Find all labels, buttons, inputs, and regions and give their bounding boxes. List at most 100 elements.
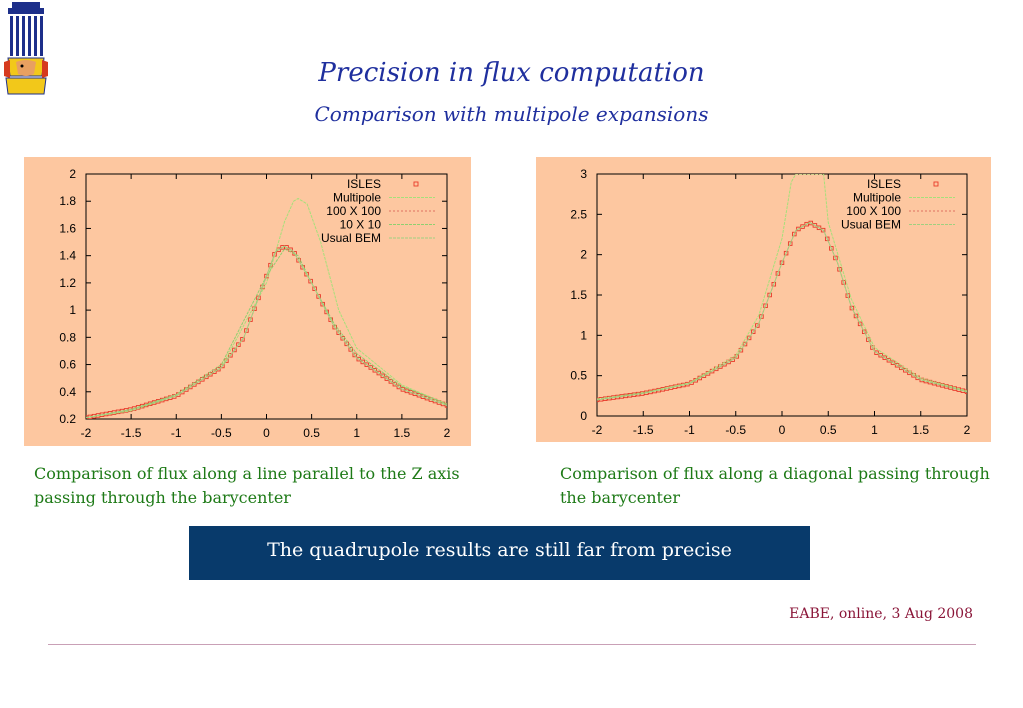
isles-point: [236, 342, 241, 347]
legend-label: 100 X 100: [326, 204, 381, 218]
isles-point: [296, 258, 301, 263]
isles-point: [742, 341, 748, 347]
chart-panel-right: -2 -1.5 -1 -0.5 0 0.5 1 1.5 2 0 0.5 1 1.5 2 2.5 3 ISLES M…: [536, 157, 991, 442]
y-tick-label: 1.5: [570, 288, 587, 302]
isles-point: [874, 350, 879, 355]
isles-point: [783, 250, 789, 256]
y-tick-label: 1: [580, 328, 587, 342]
series-line-100-x-100: [86, 245, 447, 419]
x-tick-label: 2: [444, 426, 451, 440]
isles-point: [372, 368, 378, 373]
footer-text: EABE, online, 3 Aug 2008: [789, 606, 973, 622]
slide-subtitle: Comparison with multipole expansions: [314, 102, 709, 126]
x-tick-label: -1.5: [121, 426, 142, 440]
isles-point: [216, 366, 221, 372]
y-tick-label: 1.4: [59, 249, 76, 263]
isles-point: [750, 329, 756, 334]
plot-frame: [596, 173, 968, 417]
x-tick-label: 1.5: [394, 426, 411, 440]
isles-point: [853, 313, 859, 319]
legend-label: ISLES: [347, 177, 381, 191]
x-tick-label: -1: [684, 423, 695, 437]
y-tick-label: 0.4: [59, 385, 76, 399]
isles-point: [308, 278, 313, 284]
isles-point: [882, 355, 888, 360]
y-tick-label: 1: [69, 303, 76, 317]
x-tick-label: -0.5: [211, 426, 232, 440]
isles-point: [833, 255, 838, 261]
y-tick-label: 1.6: [59, 221, 76, 235]
series-line-usual-bem: [597, 221, 967, 401]
chart-panel-left: -2 -1.5 -1 -0.5 0 0.5 1 1.5 2 0.2 0.4 0.6 0.8 1 1.2 1.4…: [24, 157, 471, 446]
isles-point: [894, 363, 900, 368]
isles-point: [693, 378, 698, 383]
x-tick-label: 2: [964, 423, 971, 437]
isles-point: [726, 359, 731, 365]
legend-label: 100 X 100: [846, 204, 901, 218]
legend-label: Multipole: [333, 191, 381, 205]
isles-point: [771, 281, 777, 287]
isles-point: [903, 368, 908, 373]
x-tick-label: 0: [779, 423, 786, 437]
flux-diagonal-chart: -2 -1.5 -1 -0.5 0 0.5 1 1.5 2 0 0.5 1 1.5 2 2.5 3 ISLESM…: [570, 167, 971, 437]
y-tick-label: 0.6: [59, 358, 76, 372]
isles-point: [866, 337, 871, 342]
isles-point: [364, 362, 370, 367]
isles-point: [812, 223, 818, 228]
isles-point: [890, 360, 896, 366]
isles-point: [212, 369, 217, 374]
series-line-multipole: [597, 174, 967, 400]
isles-point: [444, 403, 447, 408]
y-tick-label: 0.5: [570, 369, 587, 383]
isles-point: [837, 267, 842, 272]
isles-point: [730, 357, 735, 362]
isles-point: [800, 224, 805, 229]
isles-point: [244, 328, 249, 333]
isles-point: [392, 381, 398, 387]
series-line-10-x-10: [86, 248, 447, 419]
isles-point: [755, 323, 760, 328]
legend-marker: [933, 181, 939, 187]
y-tick-label: 2.5: [570, 207, 587, 221]
isles-point: [759, 314, 764, 319]
x-tick-label: -2: [81, 426, 92, 440]
isles-point: [268, 262, 273, 268]
legend-label: Usual BEM: [321, 231, 381, 245]
isles-point: [360, 359, 366, 365]
y-tick-label: 1.8: [59, 194, 76, 208]
caption-left: Comparison of flux along a line parallel…: [34, 464, 460, 507]
isles-point: [763, 303, 768, 309]
isles-point: [380, 373, 386, 379]
isles-point: [388, 379, 394, 384]
isles-point: [886, 358, 892, 363]
isles-point: [816, 225, 822, 231]
isles-point: [196, 379, 201, 385]
isles-point: [787, 241, 793, 246]
x-tick-label: 1.5: [912, 423, 929, 437]
isles-point: [767, 292, 772, 298]
isles-point: [284, 245, 289, 250]
isles-point: [376, 370, 382, 376]
y-tick-label: 3: [580, 167, 587, 181]
conclusion-banner: The quadrupole results are still far fro…: [189, 526, 810, 580]
isles-point: [192, 382, 197, 387]
isles-point: [248, 317, 253, 322]
footer-divider: [48, 644, 976, 645]
isles-point: [356, 356, 362, 362]
legend-label: Usual BEM: [841, 218, 901, 232]
isles-point: [804, 221, 809, 227]
isles-point: [857, 321, 863, 327]
isles-point: [348, 347, 353, 352]
isles-point: [849, 305, 855, 311]
y-tick-label: 0.8: [59, 330, 76, 344]
legend-marker: [413, 181, 419, 187]
isles-point: [841, 280, 846, 285]
y-tick-label: 0.2: [59, 412, 76, 426]
x-tick-label: -0.5: [725, 423, 746, 437]
isles-point: [332, 324, 337, 330]
legend-label: Multipole: [853, 191, 901, 205]
isles-point: [340, 336, 345, 341]
isles-point: [384, 376, 390, 381]
isles-point: [824, 236, 830, 242]
slide-title: Precision in flux computation: [318, 58, 705, 88]
